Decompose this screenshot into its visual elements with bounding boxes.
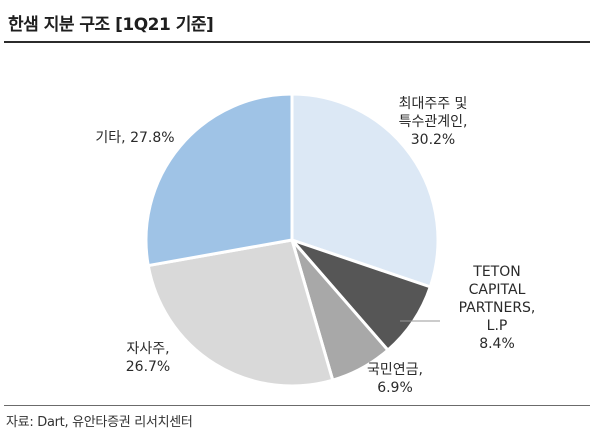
slice-label: 국민연금, 6.9% [367, 362, 423, 396]
title-divider [4, 41, 590, 43]
footer-divider [4, 405, 590, 406]
slice-label: 기타, 27.8% [95, 130, 174, 146]
pie-slice [146, 238, 335, 388]
chart-title: 한샘 지분 구조 [1Q21 기준] [8, 15, 214, 35]
pie-chart: 최대주주 및 특수관계인, 30.2% TETON CAPITAL PARTNERS, L.… [95, 92, 536, 396]
slice-label: TETON CAPITAL PARTNERS, L.P 8.4% [459, 264, 536, 352]
source-note: 자료: Dart, 유안타증권 리서치센터 [6, 415, 193, 430]
slice-label: 자사주, 26.7% [126, 341, 170, 375]
pie-slice [290, 92, 440, 289]
pie-slice [144, 92, 294, 268]
slice-label: 최대주주 및 특수관계인, 30.2% [399, 96, 468, 148]
